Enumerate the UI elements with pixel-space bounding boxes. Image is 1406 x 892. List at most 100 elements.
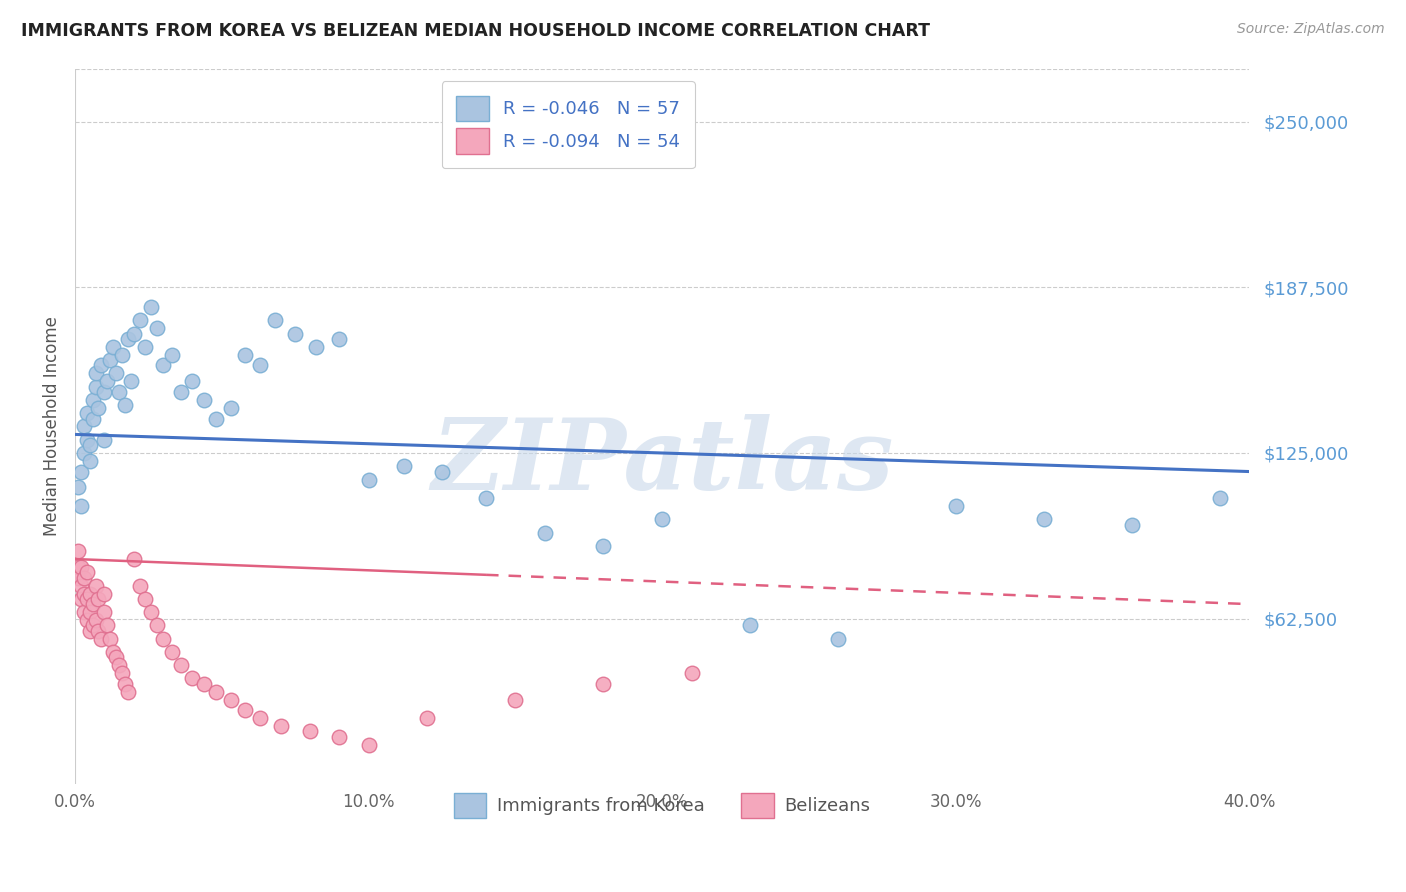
Point	[533, 525, 555, 540]
Y-axis label: Median Household Income: Median Household Income	[44, 317, 60, 536]
Point	[114, 398, 136, 412]
Point	[263, 313, 285, 327]
Point	[66, 480, 89, 494]
Point	[592, 539, 614, 553]
Point	[160, 348, 183, 362]
Legend: Immigrants from Korea, Belizeans: Immigrants from Korea, Belizeans	[447, 786, 877, 825]
Point	[1121, 517, 1143, 532]
Point	[66, 560, 89, 574]
Point	[70, 591, 93, 606]
Point	[82, 392, 104, 407]
Point	[70, 465, 93, 479]
Point	[87, 624, 110, 638]
Point	[73, 446, 96, 460]
Point	[70, 560, 93, 574]
Point	[66, 544, 89, 558]
Point	[160, 645, 183, 659]
Point	[70, 578, 93, 592]
Point	[193, 392, 215, 407]
Point	[505, 692, 527, 706]
Point	[233, 348, 256, 362]
Point	[1032, 512, 1054, 526]
Point	[73, 419, 96, 434]
Point	[79, 624, 101, 638]
Point	[82, 597, 104, 611]
Point	[270, 719, 292, 733]
Point	[84, 380, 107, 394]
Point	[219, 692, 242, 706]
Point	[170, 658, 193, 673]
Point	[105, 367, 128, 381]
Point	[122, 552, 145, 566]
Point	[96, 375, 118, 389]
Point	[141, 605, 163, 619]
Point	[170, 384, 193, 399]
Point	[141, 300, 163, 314]
Point	[249, 359, 271, 373]
Point	[740, 618, 762, 632]
Point	[475, 491, 498, 505]
Point	[76, 613, 98, 627]
Point	[84, 578, 107, 592]
Point	[87, 591, 110, 606]
Point	[128, 313, 150, 327]
Point	[134, 591, 156, 606]
Point	[1209, 491, 1232, 505]
Point	[146, 321, 169, 335]
Point	[181, 375, 204, 389]
Point	[98, 353, 121, 368]
Point	[430, 465, 453, 479]
Text: Source: ZipAtlas.com: Source: ZipAtlas.com	[1237, 22, 1385, 37]
Point	[592, 676, 614, 690]
Point	[90, 359, 112, 373]
Point	[101, 340, 124, 354]
Point	[76, 406, 98, 420]
Point	[305, 340, 328, 354]
Point	[681, 666, 703, 681]
Point	[357, 738, 380, 752]
Point	[328, 730, 350, 744]
Point	[117, 684, 139, 698]
Point	[79, 454, 101, 468]
Point	[120, 375, 142, 389]
Point	[827, 632, 849, 646]
Point	[233, 703, 256, 717]
Point	[152, 632, 174, 646]
Point	[76, 591, 98, 606]
Point	[108, 658, 131, 673]
Point	[76, 433, 98, 447]
Point	[117, 332, 139, 346]
Point	[79, 605, 101, 619]
Point	[128, 578, 150, 592]
Point	[66, 571, 89, 585]
Point	[249, 711, 271, 725]
Point	[152, 359, 174, 373]
Point	[105, 650, 128, 665]
Point	[90, 632, 112, 646]
Point	[84, 367, 107, 381]
Point	[111, 666, 134, 681]
Point	[79, 586, 101, 600]
Point	[82, 618, 104, 632]
Point	[73, 571, 96, 585]
Point	[298, 724, 321, 739]
Point	[122, 326, 145, 341]
Point	[219, 401, 242, 415]
Point	[93, 605, 115, 619]
Point	[328, 332, 350, 346]
Point	[73, 605, 96, 619]
Point	[111, 348, 134, 362]
Point	[108, 384, 131, 399]
Point	[205, 684, 228, 698]
Point	[651, 512, 673, 526]
Point	[284, 326, 307, 341]
Point	[193, 676, 215, 690]
Point	[93, 433, 115, 447]
Point	[73, 586, 96, 600]
Point	[98, 632, 121, 646]
Point	[82, 411, 104, 425]
Point	[79, 438, 101, 452]
Point	[70, 499, 93, 513]
Point	[205, 411, 228, 425]
Point	[146, 618, 169, 632]
